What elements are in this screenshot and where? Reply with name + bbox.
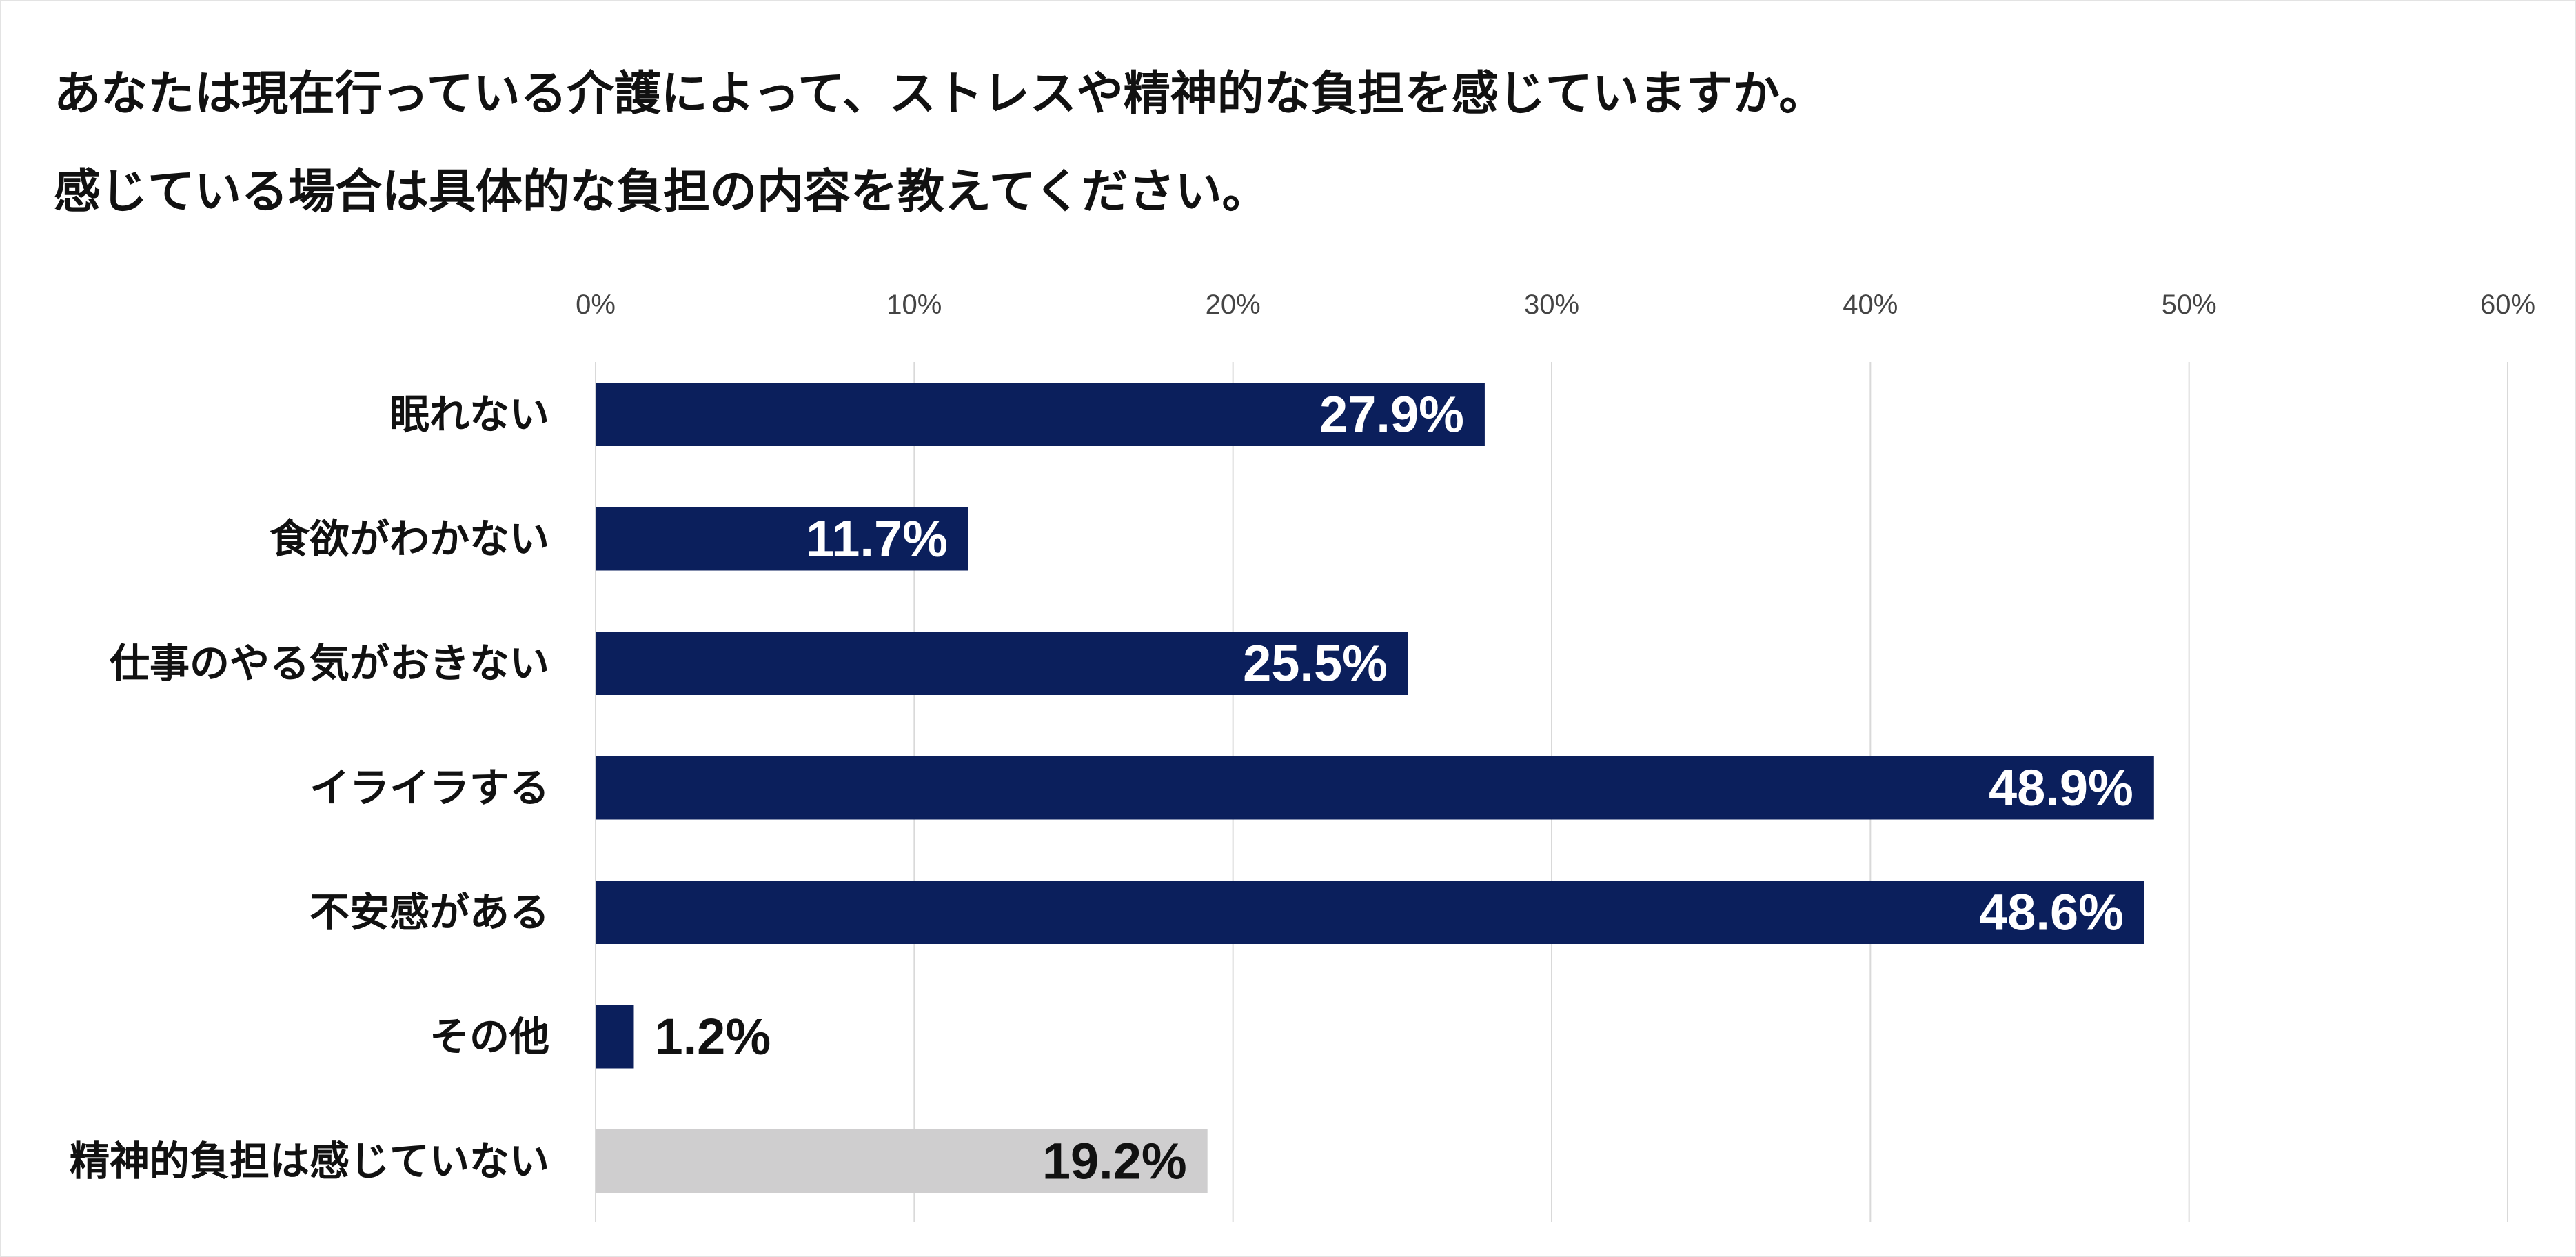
data-label: 48.6%: [1979, 884, 2124, 941]
data-label: 48.9%: [1989, 759, 2133, 816]
x-tick-label: 20%: [1206, 290, 1261, 320]
x-tick-label: 40%: [1843, 290, 1898, 320]
category-label: 食欲がわかない: [270, 516, 549, 563]
bar: [596, 756, 2154, 820]
title-line-1: あなたは現在行っている介護によって、ストレスや精神的な負担を感じていますか。: [54, 67, 1826, 121]
category-labels: 眠れない食欲がわかない仕事のやる気がおきないイライラする不安感があるその他精神的…: [70, 391, 549, 1185]
bars: [596, 383, 2154, 1193]
data-label: 25.5%: [1243, 635, 1388, 692]
x-tick-label: 0%: [576, 290, 616, 320]
data-label: 11.7%: [806, 510, 948, 567]
category-label: 仕事のやる気がおきない: [110, 640, 549, 687]
bar: [596, 881, 2144, 944]
x-tick-label: 10%: [886, 290, 942, 320]
bar: [596, 1005, 634, 1069]
x-tick-label: 60%: [2480, 290, 2535, 320]
category-label: その他: [429, 1014, 549, 1060]
title-line-2: 感じている場合は具体的な負担の内容を教えてください。: [54, 165, 1269, 219]
bar: [596, 507, 968, 571]
data-label: 27.9%: [1319, 386, 1464, 443]
bar: [596, 383, 1485, 446]
chart-title: あなたは現在行っている介護によって、ストレスや精神的な負担を感じていますか。 感…: [54, 46, 2466, 241]
data-labels: 27.9% 11.7% 25.5% 48.9% 48.6% 1.2% 19.2%: [654, 386, 2133, 1190]
x-tick-label: 50%: [2162, 290, 2217, 320]
bar: [596, 632, 1408, 695]
category-label: 精神的負担は感じていない: [70, 1138, 549, 1185]
category-label: イライラする: [310, 765, 549, 812]
data-label: 1.2%: [654, 1008, 771, 1065]
data-label: 19.2%: [1042, 1133, 1187, 1190]
x-tick-label: 30%: [1524, 290, 1579, 320]
x-axis-ticks: 0% 10% 20% 30% 40% 50% 60%: [576, 290, 2535, 320]
category-label: 不安感がある: [310, 889, 549, 936]
category-label: 眠れない: [389, 391, 549, 438]
bar: [596, 1129, 1208, 1193]
